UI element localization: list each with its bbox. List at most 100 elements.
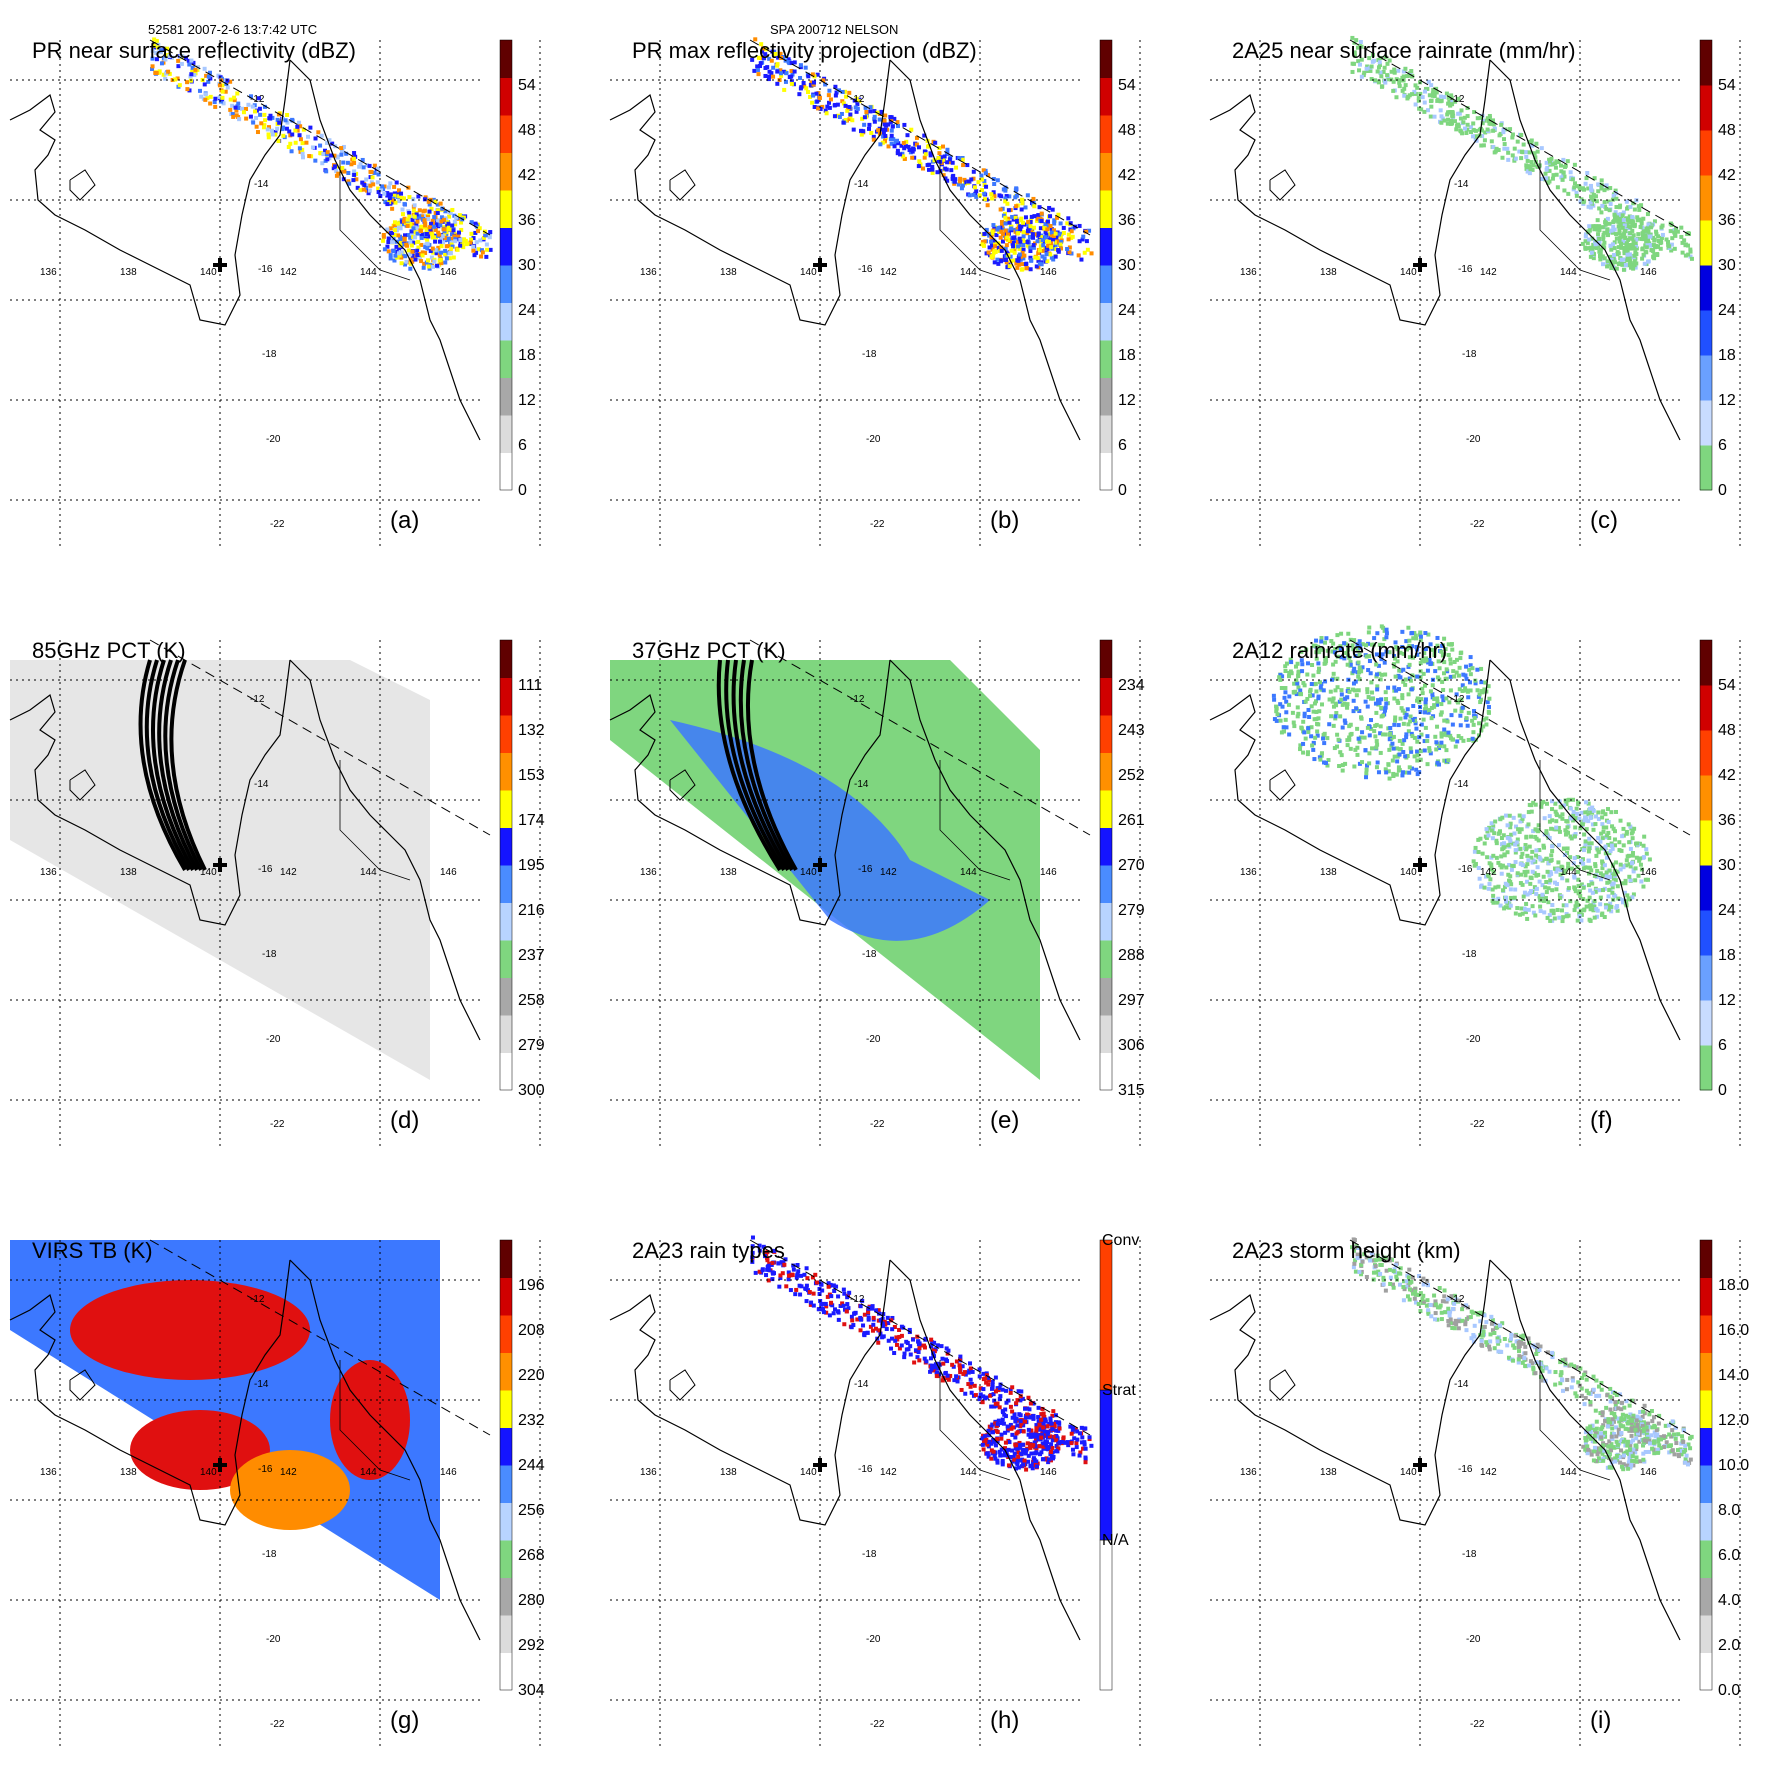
data-cell	[1630, 853, 1635, 858]
data-cell	[1084, 229, 1089, 234]
data-cell	[1680, 250, 1685, 255]
data-cell	[1625, 224, 1630, 229]
data-cell	[1458, 651, 1463, 656]
data-cell	[1589, 250, 1594, 255]
data-cell	[287, 129, 292, 134]
colorbar-segment	[1700, 865, 1712, 911]
data-cell	[794, 1275, 799, 1280]
data-cell	[1644, 245, 1649, 250]
data-cell	[1550, 903, 1555, 908]
data-cell	[1409, 69, 1414, 74]
data-cell	[1602, 915, 1607, 920]
data-cell	[152, 37, 157, 42]
data-cell	[917, 1346, 922, 1351]
data-cell	[1014, 204, 1019, 209]
data-cell	[1445, 121, 1450, 126]
data-cell	[1616, 261, 1621, 266]
data-cell	[1375, 742, 1380, 747]
data-cell	[886, 144, 891, 149]
data-cell	[1589, 841, 1594, 846]
data-cell	[1394, 95, 1399, 100]
data-cell	[1528, 167, 1533, 172]
data-cell	[1052, 1424, 1057, 1429]
data-cell	[1450, 113, 1455, 118]
data-cell	[1046, 223, 1051, 228]
data-cell	[1357, 761, 1362, 766]
data-cell	[1037, 248, 1042, 253]
colorbar-tick-label: 6	[518, 437, 527, 454]
colorbar-tick-label: 132	[518, 722, 545, 739]
colorbar-segment	[500, 1540, 512, 1578]
data-cell	[1626, 897, 1631, 902]
data-cell	[1426, 660, 1431, 665]
data-cell	[1089, 251, 1094, 256]
data-cell	[1367, 659, 1372, 664]
data-cell	[1624, 199, 1629, 204]
colorbar-frame	[1099, 639, 1113, 1091]
data-cell	[415, 253, 420, 258]
data-cell	[166, 69, 171, 74]
data-cell	[1301, 741, 1306, 746]
data-cell	[284, 126, 289, 131]
data-cell	[941, 1361, 946, 1366]
data-cell	[392, 232, 397, 237]
data-cell	[1057, 1421, 1062, 1426]
data-cell	[276, 139, 281, 144]
data-cell	[1610, 882, 1615, 887]
data-cell	[860, 1298, 865, 1303]
data-cell	[1593, 889, 1598, 894]
data-cell	[1584, 800, 1589, 805]
data-cell	[1044, 252, 1049, 257]
data-cell	[1001, 213, 1006, 218]
data-cell	[1523, 843, 1528, 848]
data-cell	[1382, 660, 1387, 665]
data-cell	[1316, 650, 1321, 655]
data-cell	[1389, 743, 1394, 748]
data-cell	[1036, 251, 1041, 256]
data-cell	[1051, 1409, 1056, 1414]
data-cell	[437, 239, 442, 244]
data-cell	[1298, 747, 1303, 752]
data-cell	[1485, 855, 1490, 860]
data-cell	[896, 141, 901, 146]
data-cell	[992, 1404, 997, 1409]
lat-tick-label: -18	[262, 349, 277, 360]
data-cell	[344, 151, 349, 156]
data-cell	[1423, 710, 1428, 715]
data-cell	[265, 127, 270, 132]
data-cell	[163, 76, 168, 81]
data-cell	[978, 1386, 983, 1391]
data-cell	[1588, 903, 1593, 908]
data-cell	[833, 93, 838, 98]
data-cell	[999, 219, 1004, 224]
data-cell	[789, 68, 794, 73]
data-cell	[1006, 253, 1011, 258]
data-cell	[1613, 843, 1618, 848]
data-cell	[1594, 914, 1599, 919]
data-cell	[767, 1268, 772, 1273]
data-cell	[1331, 662, 1336, 667]
data-cell	[269, 128, 274, 133]
data-cell	[1588, 806, 1593, 811]
data-cell	[1582, 845, 1587, 850]
data-cell	[1051, 228, 1056, 233]
data-cell	[461, 245, 466, 250]
data-cell	[1310, 663, 1315, 668]
data-cell	[1495, 900, 1500, 905]
data-cell	[1054, 1433, 1059, 1438]
data-cell	[1366, 695, 1371, 700]
data-cell	[352, 169, 357, 174]
data-cell	[1544, 830, 1549, 835]
state-border	[1539, 160, 1611, 281]
data-cell	[1530, 849, 1535, 854]
data-cell	[917, 1358, 922, 1363]
data-cell	[1039, 211, 1044, 216]
data-cell	[902, 1355, 907, 1360]
data-cell	[1356, 736, 1361, 741]
data-cell	[1454, 127, 1459, 132]
colorbar-tick-label: 54	[1718, 77, 1736, 94]
data-cell	[840, 99, 845, 104]
colorbar-segment	[1100, 415, 1112, 453]
data-cell	[381, 187, 386, 192]
data-cell	[866, 1306, 871, 1311]
